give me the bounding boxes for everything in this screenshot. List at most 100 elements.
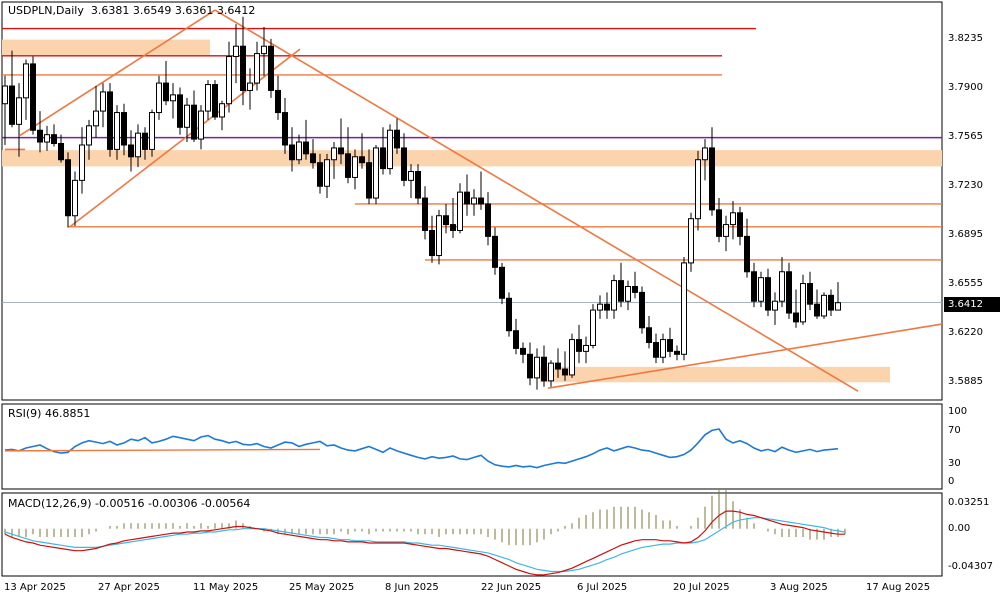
candle-body — [555, 362, 561, 370]
candle-body — [562, 368, 568, 376]
price-tick: 3.8235 — [948, 33, 983, 44]
candle-body — [590, 309, 596, 346]
candle-body — [814, 303, 820, 317]
candle-body — [737, 212, 743, 237]
candle-body — [86, 125, 92, 146]
candle-body — [177, 94, 183, 128]
macd-tick: 0.00 — [948, 523, 971, 534]
candle-body — [359, 156, 365, 164]
candle-body — [44, 134, 50, 143]
candle-body — [261, 45, 267, 55]
candle-body — [408, 171, 414, 181]
time-tick: 11 May 2025 — [193, 582, 259, 593]
candle-body — [779, 271, 785, 302]
candle-body — [338, 147, 344, 155]
candle-body — [744, 235, 750, 273]
candle-body — [128, 144, 134, 158]
candle-body — [765, 277, 771, 311]
candle-body — [149, 112, 155, 150]
candle-body — [625, 285, 631, 302]
candle-body — [254, 53, 260, 84]
price-tick: 3.7900 — [948, 82, 983, 93]
candle-body — [2, 85, 8, 105]
candle-body — [219, 103, 225, 118]
candle-body — [492, 235, 498, 268]
candle-body — [79, 144, 85, 181]
candle-body — [226, 56, 232, 105]
candle-body — [800, 283, 806, 323]
price-tick: 3.6895 — [948, 229, 983, 240]
time-tick: 3 Aug 2025 — [770, 582, 828, 593]
candle-body — [583, 344, 589, 352]
time-tick: 17 Aug 2025 — [866, 582, 931, 593]
candle-body — [569, 339, 575, 376]
candle-body — [443, 215, 449, 226]
candle-body — [366, 162, 372, 199]
pane-frame — [1, 1, 943, 401]
candle-body — [429, 229, 435, 257]
candle-body — [163, 82, 169, 102]
time-tick: 20 Jul 2025 — [673, 582, 730, 593]
candle-body — [191, 104, 197, 140]
pane-frame — [1, 403, 943, 490]
candle-body — [317, 162, 323, 187]
candle-body — [660, 339, 666, 358]
candle-body — [835, 302, 841, 311]
macd-tick: -0.04307 — [948, 561, 993, 572]
macd-line — [4, 510, 845, 576]
macd-header: MACD(12,26,9) -0.00516 -0.00306 -0.00564 — [8, 497, 251, 510]
candle-body — [695, 159, 701, 220]
time-tick: 22 Jun 2025 — [481, 582, 542, 593]
candle-body — [107, 91, 113, 150]
candle-body — [786, 271, 792, 314]
candle-body — [639, 291, 645, 329]
candle-body — [142, 132, 148, 150]
candle-body — [415, 171, 421, 199]
trendline — [214, 9, 859, 392]
candle-body — [828, 294, 834, 311]
time-tick: 25 May 2025 — [289, 582, 355, 593]
candle-body — [604, 303, 610, 311]
candle-body — [324, 159, 330, 187]
rsi-header: RSI(9) 46.8851 — [8, 407, 91, 420]
candle-body — [51, 134, 57, 145]
rsi-trendline — [4, 448, 321, 452]
candle-body — [373, 147, 379, 199]
candle-body — [793, 312, 799, 323]
candle-body — [289, 144, 295, 161]
candle-body — [548, 362, 554, 382]
price-header: USDPLN,Daily 3.6381 3.6549 3.6361 3.6412 — [8, 4, 255, 17]
candle-body — [65, 159, 71, 217]
current-price-label: 3.6412 — [944, 297, 1000, 312]
candle-body — [541, 356, 547, 382]
candle-body — [394, 129, 400, 149]
candle-body — [688, 218, 694, 264]
candle-body — [646, 327, 652, 344]
candle-body — [121, 112, 127, 146]
candle-body — [170, 94, 176, 102]
candle-body — [520, 347, 526, 355]
candle-body — [387, 129, 393, 170]
candle-body — [758, 277, 764, 302]
candle-body — [275, 89, 281, 114]
candle-body — [135, 132, 141, 158]
candle-body — [730, 212, 736, 226]
candle-body — [156, 82, 162, 114]
candle-body — [611, 280, 617, 311]
rsi-tick: 70 — [948, 425, 961, 436]
candle-body — [716, 209, 722, 237]
candle-body — [653, 342, 659, 358]
rsi-tick: 100 — [948, 406, 968, 417]
price-tick: 3.6220 — [948, 327, 983, 338]
candle-body — [205, 84, 211, 112]
low-value: 3.6361 — [174, 4, 214, 17]
candle-body — [37, 129, 43, 143]
candle-body — [702, 147, 708, 161]
candle-body — [296, 141, 302, 161]
candle-body — [471, 197, 477, 205]
support-resistance-zone — [2, 39, 210, 56]
candle-body — [821, 294, 827, 317]
trendline — [547, 323, 943, 389]
candle-body — [464, 191, 470, 205]
